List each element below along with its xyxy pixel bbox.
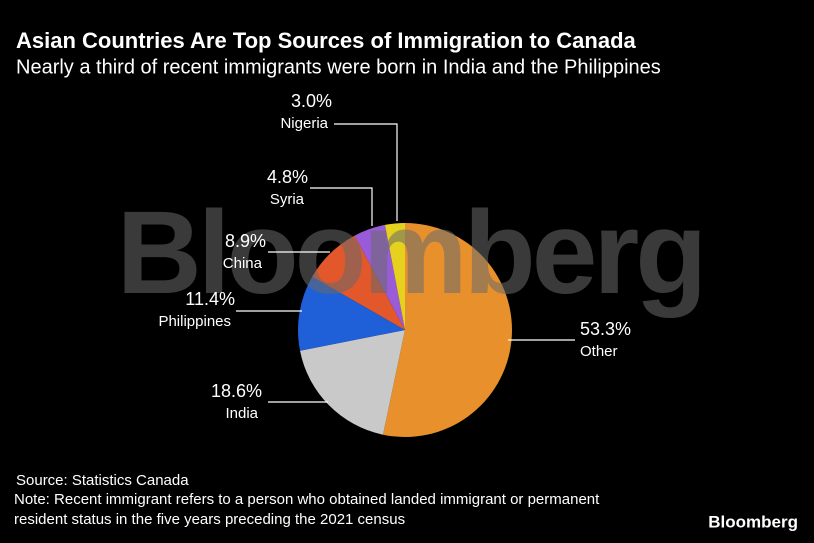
category-label: Other [580,343,618,360]
value-label: 53.3% [580,319,631,339]
slice [384,223,405,330]
category-label: China [223,255,263,272]
note: Note: Recent immigrant refers to a perso… [14,491,600,528]
category-label: Nigeria [280,115,328,132]
value-label: 4.8% [267,167,308,187]
value-label: 18.6% [211,381,262,401]
source: Source: Statistics Canada [16,472,189,489]
logo: Bloomberg [708,512,798,531]
labels: 53.3% Other 18.6% India 11.4% Philippines 8.9%… [158,91,631,422]
slice [382,223,512,437]
watermark: Bloomberg [117,187,704,319]
value-label: 11.4% [185,289,235,309]
chart-subtitle: Nearly a third of recent immigrants were… [16,56,661,78]
value-label: 3.0% [291,91,332,111]
chart-title: Asian Countries Are Top Sources of Immig… [16,28,637,53]
pie [298,223,512,437]
slice [298,276,405,351]
slice [300,330,405,435]
slice [354,224,405,330]
leader-line [310,187,373,226]
leader-line [334,123,398,221]
value-label: 8.9% [225,231,266,251]
note-box: Note: Recent immigrant refers to a perso… [14,491,600,528]
category-label: India [225,405,258,422]
slice [312,235,405,330]
category-label: Philippines [158,313,231,330]
category-label: Syria [270,191,305,208]
